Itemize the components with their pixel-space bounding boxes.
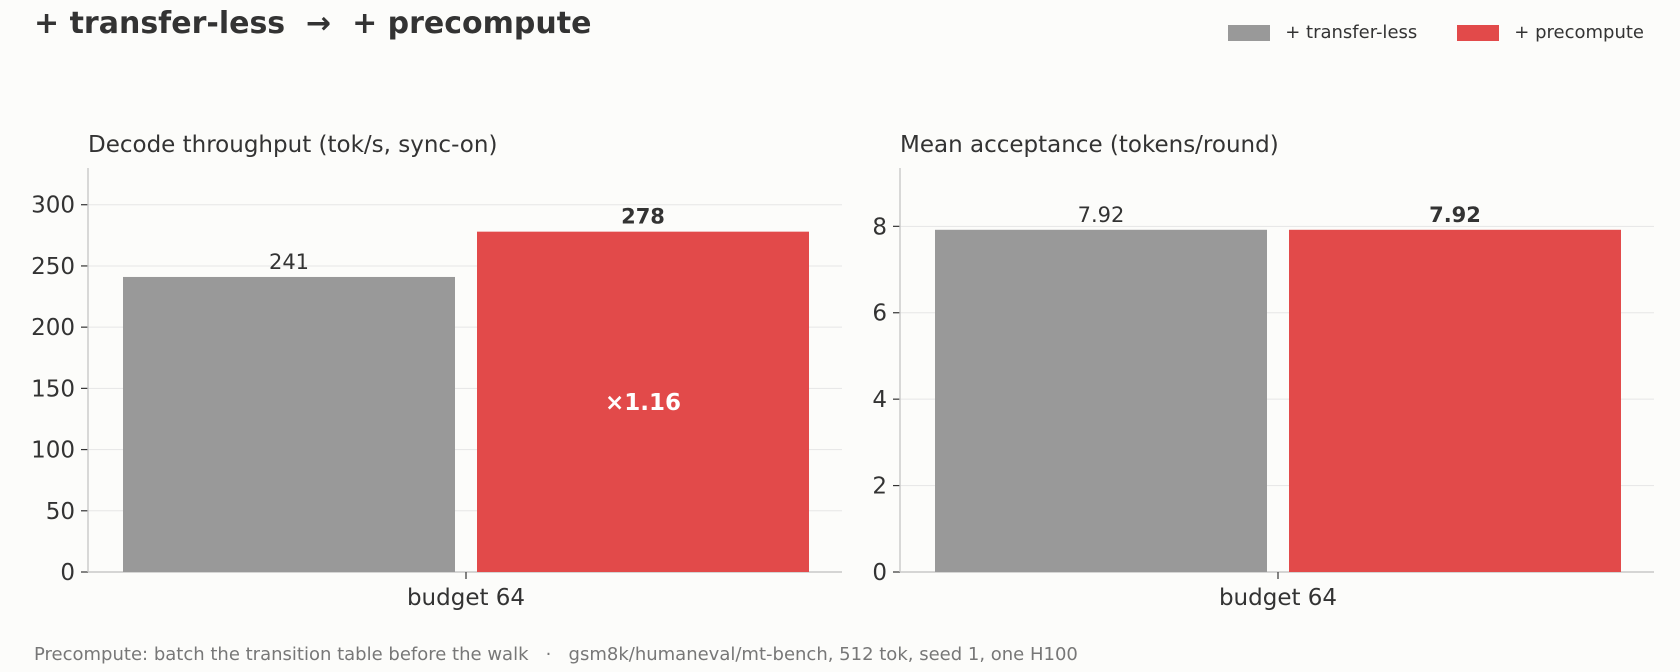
y-tick-label: 250 [31, 254, 75, 280]
data-label: 241 [269, 250, 309, 274]
chart-panel-1: Decode throughput (tok/s, sync-on) 0 50 100… [31, 132, 842, 611]
y-tick-label: 8 [872, 214, 887, 240]
y-tick-label: 300 [31, 193, 75, 219]
bar-precompute [1289, 229, 1621, 572]
legend: + transfer-less + precompute [1188, 22, 1644, 43]
x-tick-label: budget 64 [1219, 585, 1337, 611]
legend-item-transfer-less: + transfer-less [1228, 22, 1417, 43]
y-tick-label: 4 [872, 387, 887, 413]
chart-title: Decode throughput (tok/s, sync-on) [88, 132, 497, 158]
y-tick-label: 200 [31, 315, 75, 341]
chart-title: Mean acceptance (tokens/round) [900, 132, 1279, 158]
y-tick-label: 6 [872, 301, 887, 327]
page-title: + transfer-less → + precompute [34, 6, 592, 41]
data-label: 7.92 [1078, 203, 1125, 227]
legend-item-precompute: + precompute [1457, 22, 1644, 43]
data-label: 7.92 [1429, 203, 1481, 227]
legend-swatch-precompute [1457, 24, 1500, 41]
x-tick-label: budget 64 [407, 585, 525, 611]
footnote: Precompute: batch the transition table b… [34, 644, 1078, 665]
y-tick-label: 2 [872, 474, 887, 500]
y-tick-label: 0 [872, 560, 887, 586]
legend-label: + transfer-less [1285, 22, 1418, 43]
legend-swatch-transfer-less [1228, 24, 1271, 41]
legend-label: + precompute [1514, 22, 1644, 43]
speedup-label: ×1.16 [605, 390, 681, 416]
bar-transfer-less [935, 229, 1267, 572]
y-tick-label: 50 [46, 499, 75, 525]
y-tick-label: 0 [60, 560, 75, 586]
bar-transfer-less [123, 276, 455, 572]
data-label: 278 [621, 205, 665, 229]
y-tick-label: 100 [31, 438, 75, 464]
bar-precompute [477, 231, 809, 573]
chart-panel-2: Mean acceptance (tokens/round) 0 2 4 6 8 7.92 7… [872, 132, 1654, 611]
y-tick-label: 150 [31, 376, 75, 402]
